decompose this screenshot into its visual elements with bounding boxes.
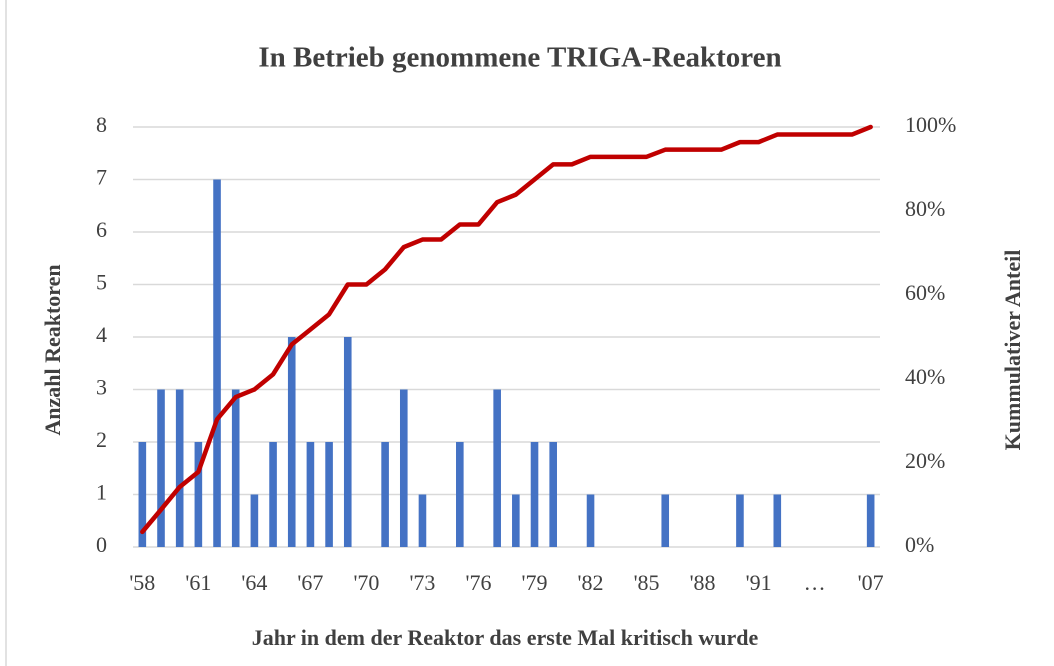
y-tick-label: 6 — [96, 217, 107, 242]
x-tick-label: '07 — [858, 570, 884, 595]
y2-tick-label: 100% — [905, 112, 956, 137]
bar — [138, 442, 147, 547]
bar — [306, 442, 315, 547]
bar — [512, 494, 520, 547]
bar — [586, 494, 595, 547]
bar — [866, 494, 875, 547]
y-tick-label: 5 — [96, 270, 107, 295]
bar — [661, 494, 670, 547]
x-tick-label: '70 — [353, 570, 379, 595]
x-tick-label: '58 — [129, 570, 155, 595]
y2-tick-label: 60% — [905, 280, 945, 305]
y2-tick-label: 20% — [905, 448, 945, 473]
bar — [381, 442, 389, 547]
bar — [773, 494, 782, 547]
y2-tick-label: 80% — [905, 196, 945, 221]
x-axis-title: Jahr in dem der Reaktor das erste Mal kr… — [252, 625, 759, 650]
x-tick-label: … — [804, 570, 826, 595]
x-tick-label: '85 — [634, 570, 660, 595]
x-tick-label: '67 — [297, 570, 323, 595]
x-tick-label: '76 — [466, 570, 492, 595]
x-tick-label: '91 — [746, 570, 772, 595]
y-tick-label: 4 — [96, 322, 107, 347]
bar — [157, 389, 165, 547]
bar — [343, 337, 352, 547]
x-tick-label: '82 — [578, 570, 604, 595]
chart-title: In Betrieb genommene TRIGA-Reaktoren — [258, 42, 781, 74]
y2-tick-label: 0% — [905, 532, 934, 557]
bar — [325, 442, 333, 547]
bar — [287, 337, 296, 547]
bar — [493, 389, 501, 547]
line — [140, 124, 873, 535]
x-tick-label: '88 — [690, 570, 716, 595]
y-tick-label: 3 — [96, 375, 107, 400]
bar — [530, 442, 539, 547]
bar — [194, 442, 203, 547]
bar — [399, 389, 408, 547]
x-tick-label: '64 — [241, 570, 267, 595]
x-tick-label: '73 — [409, 570, 435, 595]
bar — [269, 442, 277, 547]
x-tick-label: '79 — [522, 570, 548, 595]
y-axis-title: Anzahl Reaktoren — [40, 264, 65, 435]
bar — [418, 494, 427, 547]
bar — [175, 389, 184, 547]
bar — [736, 494, 744, 547]
y-tick-label: 2 — [96, 427, 107, 452]
y-tick-label: 7 — [96, 165, 107, 190]
x-tick-label: '61 — [185, 570, 211, 595]
bar — [231, 389, 240, 547]
y-tick-label: 0 — [96, 532, 107, 557]
y-tick-label: 8 — [96, 112, 107, 137]
bar — [250, 494, 259, 547]
bar — [549, 442, 557, 547]
y2-tick-label: 40% — [905, 364, 945, 389]
y-tick-label: 1 — [96, 480, 107, 505]
bar — [213, 179, 221, 547]
bar — [456, 442, 464, 547]
y2-axis-title: Kummulativer Anteil — [1000, 250, 1025, 451]
